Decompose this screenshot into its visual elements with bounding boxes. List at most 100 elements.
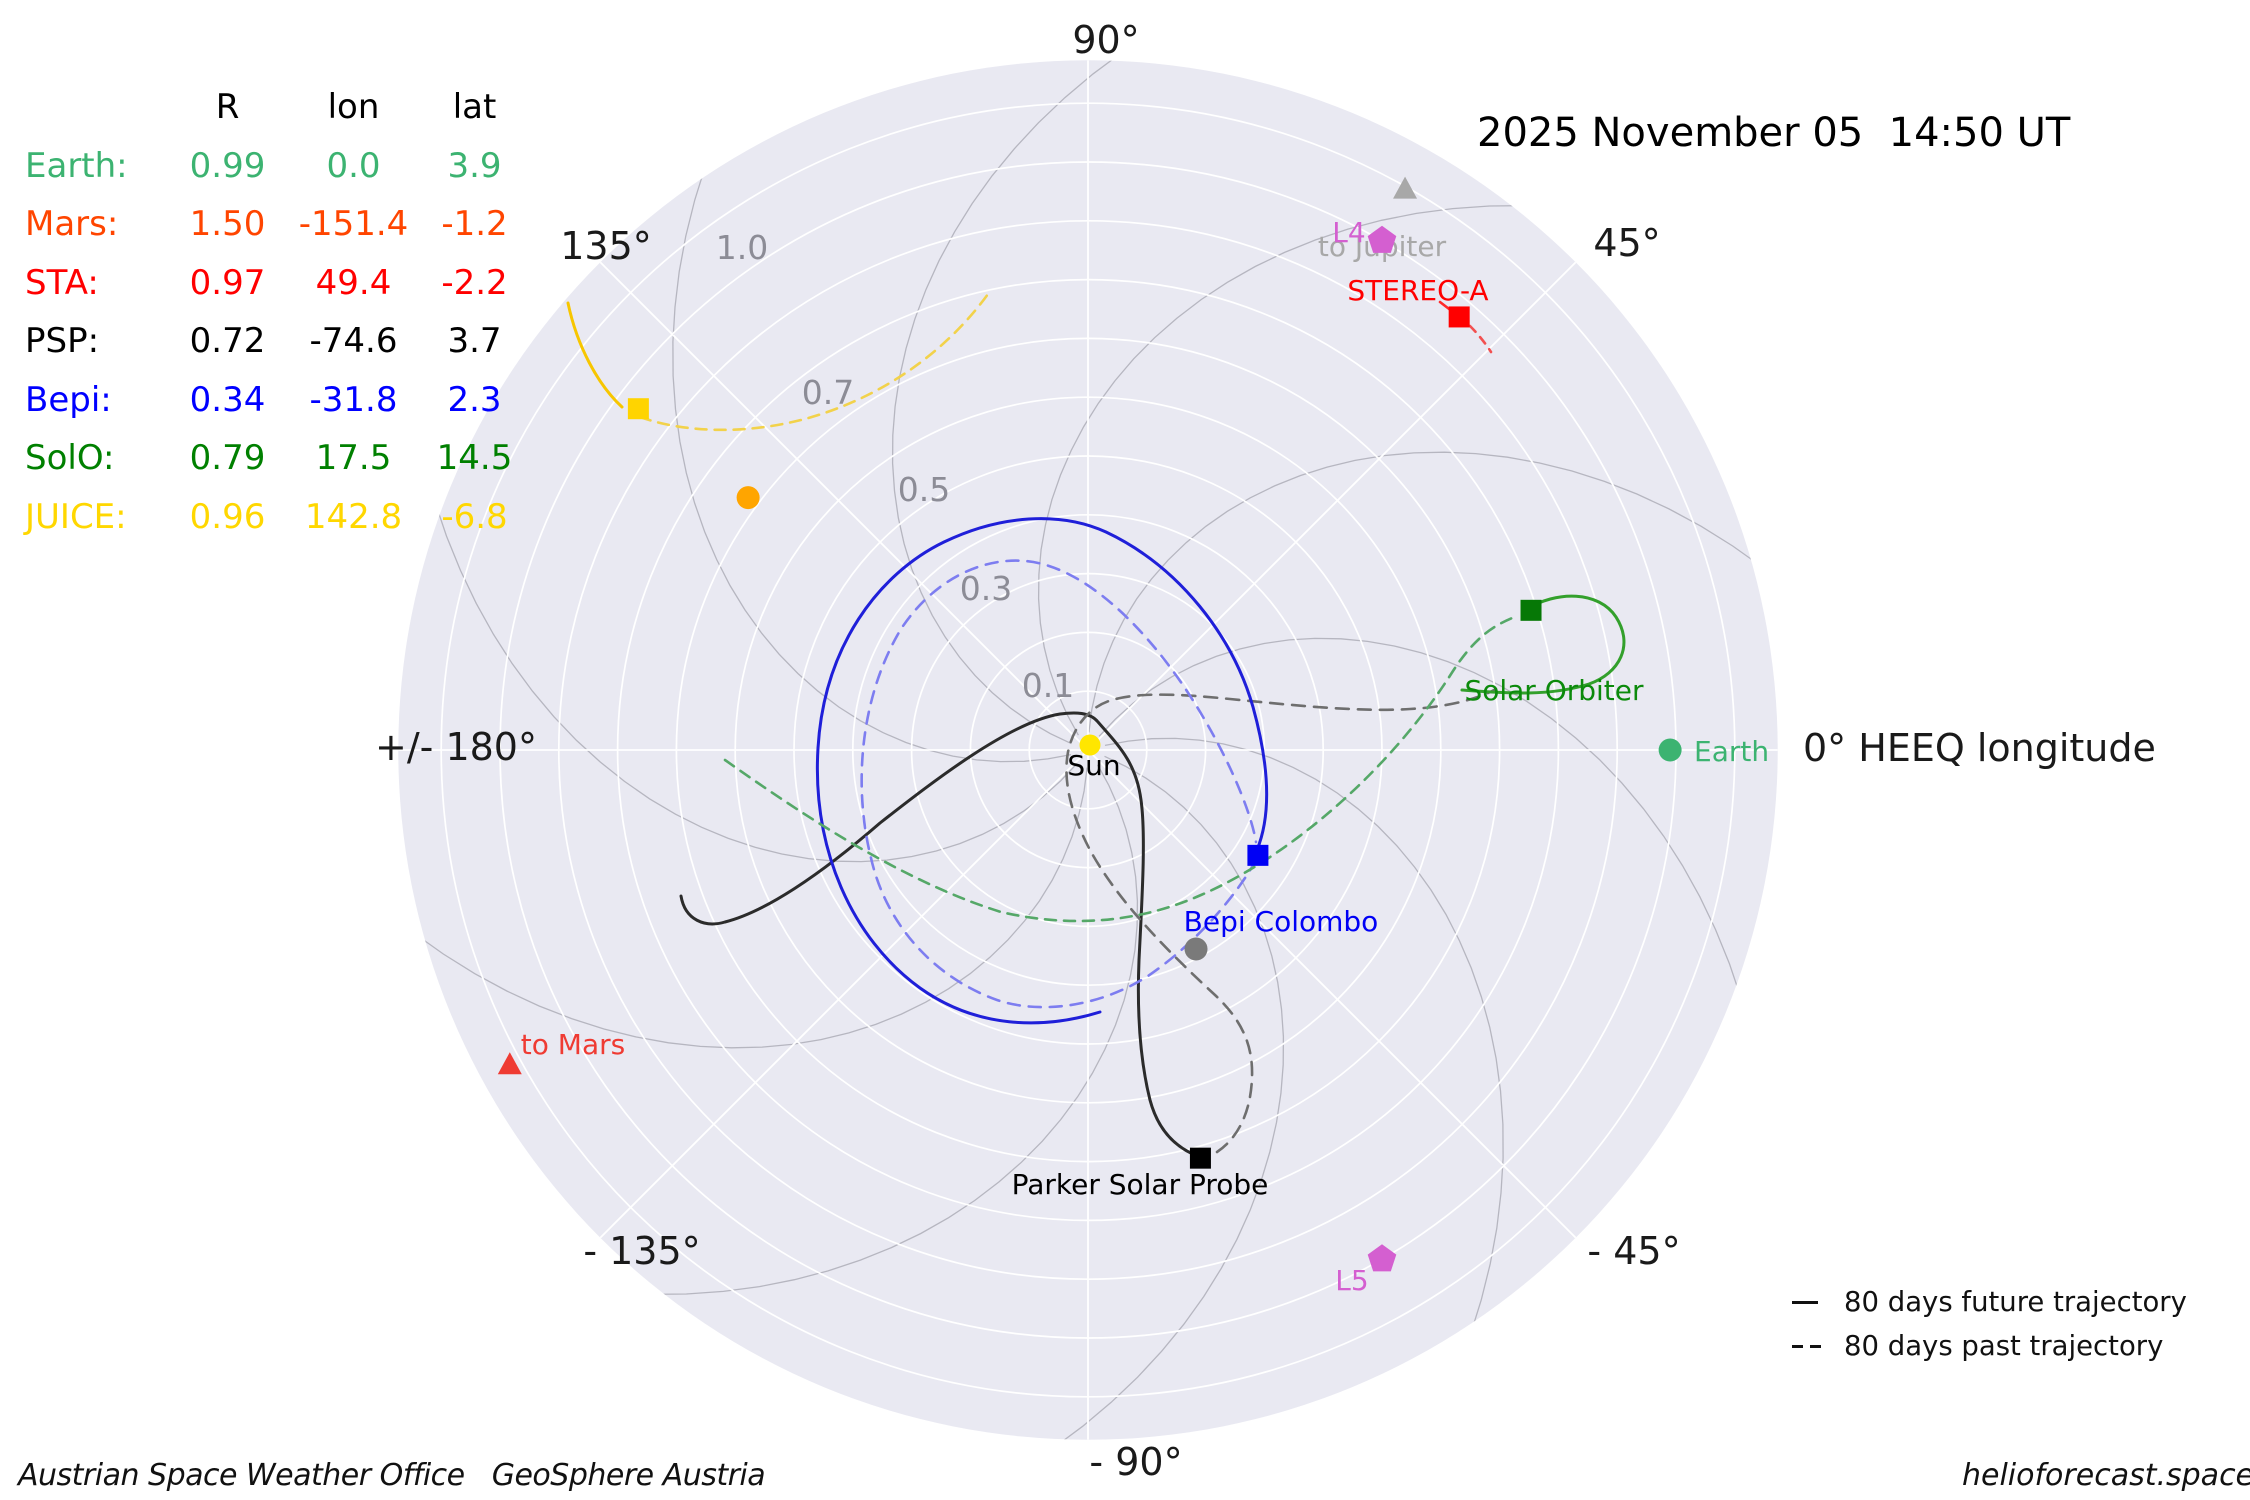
angle-tick-label: 135° [560,224,652,268]
cell-name: Bepi: [25,379,112,420]
stereo-a-label: STEREO-A [1347,274,1488,307]
trajectory-sta-past [1468,324,1493,354]
cell-r: 0.97 [189,262,266,303]
radius-gridline [793,455,1383,1045]
position-row-sta: STA: 0.97 49.4 -2.2 [25,254,522,313]
solar-orbiter-marker [1520,599,1542,621]
footer-organisation: Austrian Space Weather Office GeoSphere … [18,1458,766,1493]
radius-tick-label: 1.0 [716,228,768,267]
lagrange-l5-marker [1367,1244,1397,1272]
trajectory-bepi-past [860,559,1258,1009]
parker-spiral-line [1088,451,1778,733]
trajectory-legend: 80 days future trajectory 80 days past t… [1792,1280,2187,1368]
radius-gridline [969,631,1207,869]
radius-tick-label: 0.7 [802,373,854,412]
parker-spiral-line [1104,737,1504,1373]
position-row-earth: Earth: 0.99 0.0 3.9 [25,137,522,196]
cell-lat: 14.5 [436,438,513,478]
cell-lat: 2.3 [447,379,502,420]
radius-tick-label: 0.1 [1022,666,1074,705]
radius-gridline [851,513,1325,987]
legend-future-label: 80 days future trajectory [1844,1286,2187,1318]
cell-lat: -6.8 [441,496,508,537]
direction-to-mars-icon [497,1052,522,1075]
lagrange-l4-marker [1367,225,1397,253]
angle-gridline [1087,749,1577,1239]
parker-spiral-line [609,764,1139,1296]
angle-tick-label: 90° [1072,18,1139,62]
cell-lon: 142.8 [304,496,403,537]
planet-mercury-marker [1184,937,1208,961]
footer-website: helioforecast.space [1962,1458,2250,1493]
juice-marker [627,398,649,420]
solar-orbiter-label: Solar Orbiter [1464,674,1644,707]
cell-name: Earth: [25,145,128,186]
trajectory-psp-past [1065,687,1498,1154]
parker-spiral-line [891,60,1157,745]
cell-lat: 3.7 [447,321,502,361]
lagrange-label: L4 [1332,216,1365,249]
column-header-lat: lat [452,87,497,127]
column-header-lon: lon [327,87,380,127]
cell-r: 0.79 [189,438,266,478]
position-row-mars: Mars: 1.50 -151.4 -1.2 [25,195,522,254]
sun-marker [1079,734,1101,756]
radius-gridline [734,396,1442,1104]
parker-solar-probe-marker [1189,1147,1211,1169]
planet-venus-marker [736,486,760,510]
angle-tick-label: 45° [1593,221,1660,265]
column-header-R: R [215,87,240,127]
trajectory-solo-past [723,614,1519,923]
cell-lon: -151.4 [298,204,409,244]
cell-r: 0.72 [189,321,266,361]
angle-tick-label: - 135° [583,1229,700,1273]
direction-label: to Mars [521,1028,625,1061]
parker-spiral-line [398,767,1088,1049]
bepi-colombo-marker [1247,844,1269,866]
parker-spiral-line [1037,204,1567,736]
legend-row-future: 80 days future trajectory [1792,1280,2187,1324]
angle-tick-label: +/- 180° [375,725,537,769]
legend-row-past: 80 days past trajectory [1792,1324,2187,1368]
direction-to-jupiter-icon [1393,176,1418,199]
stereo-a-marker [1448,306,1470,328]
radius-gridline [616,278,1560,1222]
trajectory-psp-future [679,711,1202,1159]
cell-lon: -74.6 [309,321,398,361]
cell-name: Mars: [25,204,119,244]
cell-lon: 49.4 [315,262,392,303]
angle-gridline [599,261,1089,751]
cell-name: JUICE: [25,496,127,537]
sun-label: Sun [1067,749,1120,782]
parker-spiral-line [1019,755,1285,1440]
radius-gridline [557,219,1619,1281]
radius-gridline [675,337,1501,1163]
cell-r: 0.99 [189,145,266,186]
cell-name: SolO: [25,438,115,478]
radius-gridline [440,102,1736,1398]
legend-past-label: 80 days past trajectory [1844,1330,2164,1362]
cell-lon: -31.8 [309,379,398,420]
trajectory-solo-future [1460,594,1626,695]
lagrange-label: L5 [1335,1264,1368,1297]
radius-gridline [910,572,1266,928]
parker-solar-probe-label: Parker Solar Probe [1012,1168,1269,1201]
column-header-blank [25,78,175,137]
radius-tick-label: 0.5 [898,470,950,509]
bepi-colombo-label: Bepi Colombo [1184,905,1379,938]
earth-marker [1658,738,1682,762]
angle-gridline [599,749,1089,1239]
position-row-juice: JUICE: 0.96 142.8 -6.8 [25,488,522,547]
trajectory-bepi-future [815,517,1269,1025]
position-row-psp: PSP: 0.72 -74.6 3.7 [25,312,522,371]
angle-gridline [1087,261,1577,751]
position-row-bepi: Bepi: 0.34 -31.8 2.3 [25,371,522,430]
cell-r: 0.34 [189,379,266,420]
cell-name: STA: [25,262,99,303]
earth-label: Earth [1694,735,1769,768]
trajectory-juice-future [566,301,624,409]
